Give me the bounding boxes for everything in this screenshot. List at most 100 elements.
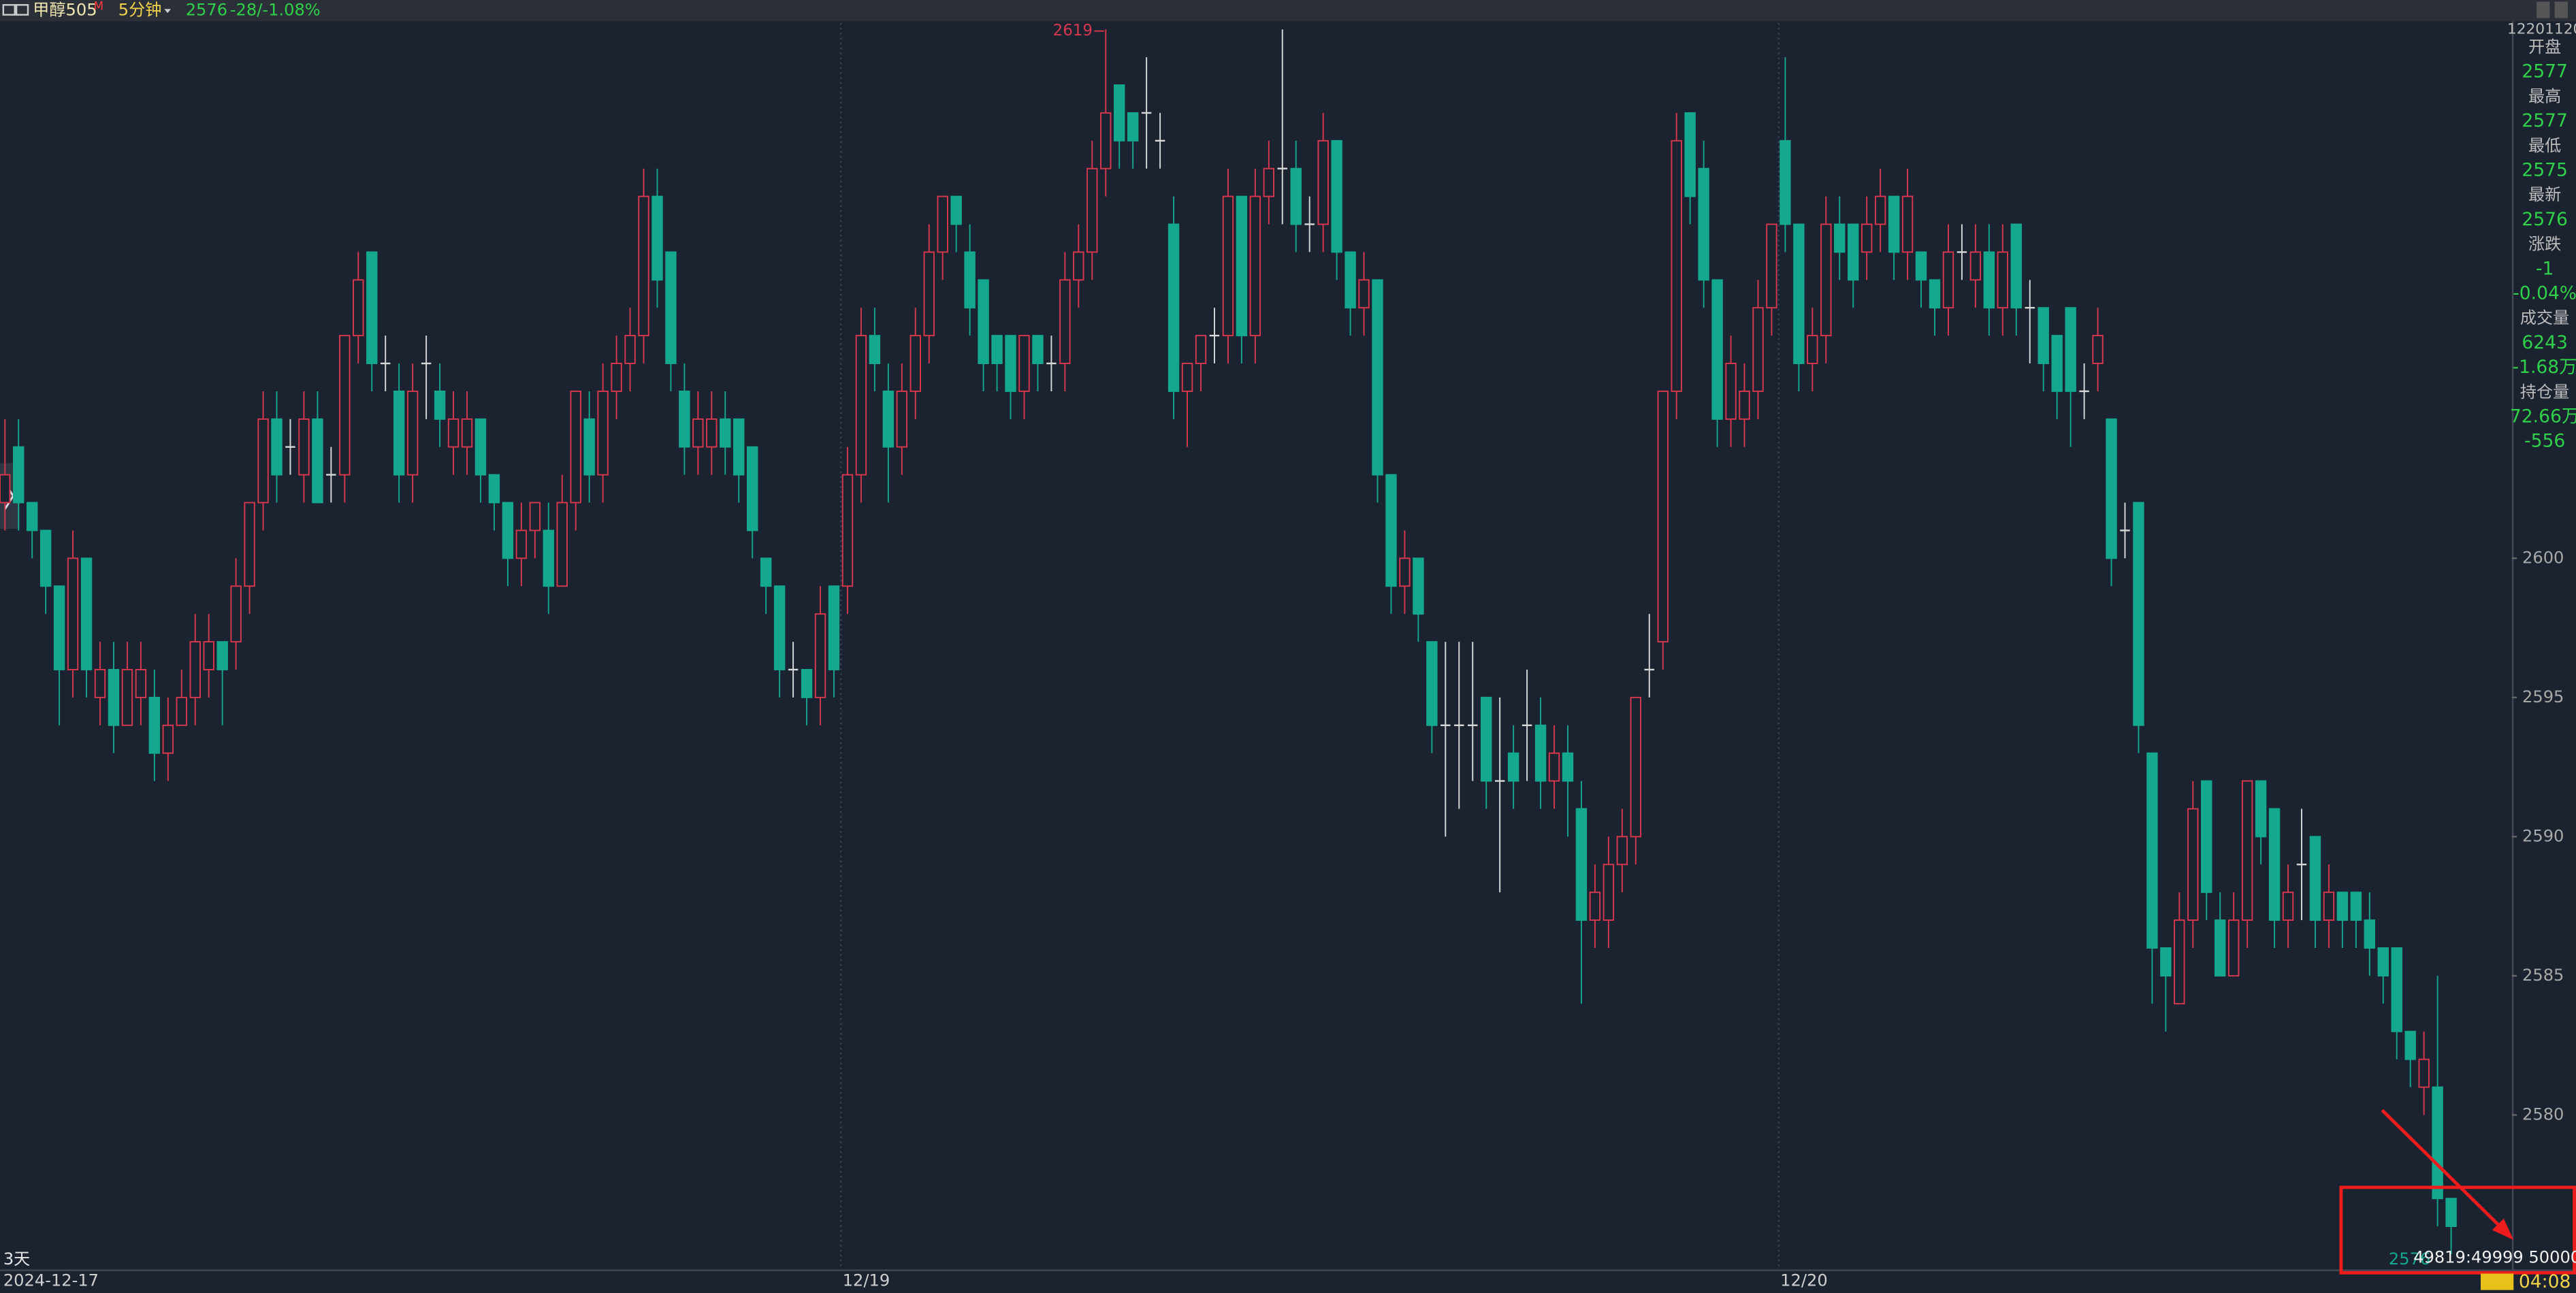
candle-body: [1100, 112, 1112, 169]
candle-body: [841, 474, 854, 587]
symbol-flag: M: [94, 0, 104, 13]
top-bar: [0, 0, 2576, 22]
candle-body: [1616, 836, 1628, 866]
symbol[interactable]: 甲醇505: [33, 1, 97, 20]
candle-body: [2133, 502, 2144, 726]
candle-body: [1534, 724, 1547, 782]
panel-value: -1: [2536, 258, 2554, 279]
candle-body: [1399, 557, 1411, 587]
candle-body: [2445, 1198, 2457, 1228]
panel-label: 最高: [2528, 86, 2561, 105]
panel-label: 开盘: [2528, 37, 2561, 56]
price: 2576: [186, 1, 227, 20]
candle-body: [1820, 223, 1832, 337]
candle-body: [529, 502, 541, 531]
candle-body: [1630, 696, 1642, 838]
candle-body: [2065, 307, 2076, 392]
candle-body: [339, 335, 351, 476]
candle-body: [502, 502, 514, 559]
candle-body: [814, 613, 826, 698]
candle-body: [1032, 335, 1044, 365]
candle-body: [1657, 390, 1669, 643]
y-tick-label: 2585: [2522, 966, 2564, 985]
period[interactable]: 5分钟: [118, 1, 162, 20]
candle-body: [1059, 279, 1071, 365]
candle-body: [828, 585, 840, 670]
candle-body: [2432, 1086, 2443, 1200]
candle-body: [1997, 251, 2009, 309]
candle-body: [1385, 474, 1397, 587]
candle-body: [2051, 335, 2063, 392]
candle-body: [543, 529, 554, 587]
dropdown-arrow[interactable]: [164, 9, 171, 14]
candle-body: [108, 669, 120, 726]
candle-body: [760, 557, 772, 587]
highlight-box: [2339, 1185, 2576, 1275]
y-tick-label: 2595: [2522, 687, 2564, 706]
candle-body: [964, 251, 976, 309]
candle-body: [1861, 223, 1873, 253]
panel-value: -1.68万: [2513, 357, 2576, 378]
candle-body: [53, 585, 65, 670]
candle-body: [1684, 112, 1696, 197]
candle-body: [1603, 864, 1615, 921]
candle-body: [1372, 279, 1383, 476]
high-label: 2619: [1053, 22, 1093, 39]
candle-body: [733, 418, 745, 476]
candle-body: [1263, 167, 1275, 197]
candle-body: [1345, 251, 1356, 309]
candle-body: [923, 251, 935, 337]
candle-body: [1671, 140, 1682, 392]
candle-body: [624, 335, 636, 365]
candle-body: [461, 418, 473, 448]
icon[interactable]: [15, 4, 29, 16]
panel-label: 最新: [2528, 185, 2561, 204]
candle-body: [2350, 891, 2362, 921]
candle-body: [216, 641, 228, 670]
candle-body: [1005, 335, 1016, 392]
candle-body: [1725, 363, 1737, 420]
candle-body: [991, 335, 1003, 365]
candle-body: [1766, 223, 1777, 309]
plot-area: [0, 22, 2457, 1270]
candle-body: [1698, 167, 1709, 281]
candle-body: [1929, 279, 1941, 309]
candle-body: [692, 418, 704, 448]
candle-body: [230, 585, 242, 643]
panel-time: 12201120: [2507, 20, 2576, 37]
candle-body: [2174, 919, 2185, 1004]
candle-body: [1114, 84, 1125, 142]
panel-value: -556: [2524, 431, 2565, 452]
candle-body: [406, 390, 419, 476]
candle-body: [1413, 557, 1424, 615]
window-button[interactable]: [2554, 1, 2568, 18]
candle-body: [1127, 112, 1139, 142]
candle-body: [1780, 140, 1791, 225]
candle-body: [1195, 335, 1207, 365]
candle-body: [611, 363, 622, 392]
range-label[interactable]: 3天: [3, 1249, 30, 1269]
candle-body: [1018, 335, 1030, 392]
y-tick-label: 2590: [2522, 826, 2564, 845]
time-badge: [2481, 1273, 2514, 1290]
icon[interactable]: [2, 4, 16, 16]
candle-body: [773, 585, 786, 670]
candle-body: [2268, 808, 2281, 921]
last-price-tag: 2576: [2389, 1249, 2430, 1269]
window-button[interactable]: [2537, 1, 2550, 18]
candle-body: [2282, 891, 2294, 921]
candle-body: [2106, 418, 2117, 559]
candle-body: [1969, 251, 1982, 281]
candle-body: [2215, 919, 2226, 977]
y-tick-label: 2600: [2522, 548, 2564, 567]
candle-body: [257, 418, 269, 504]
candle-body: [515, 529, 528, 559]
candle-body: [2160, 947, 2172, 977]
candle-body: [556, 502, 568, 587]
candle-body: [26, 502, 38, 531]
candle-body: [706, 418, 718, 448]
candle-body: [1168, 223, 1180, 392]
